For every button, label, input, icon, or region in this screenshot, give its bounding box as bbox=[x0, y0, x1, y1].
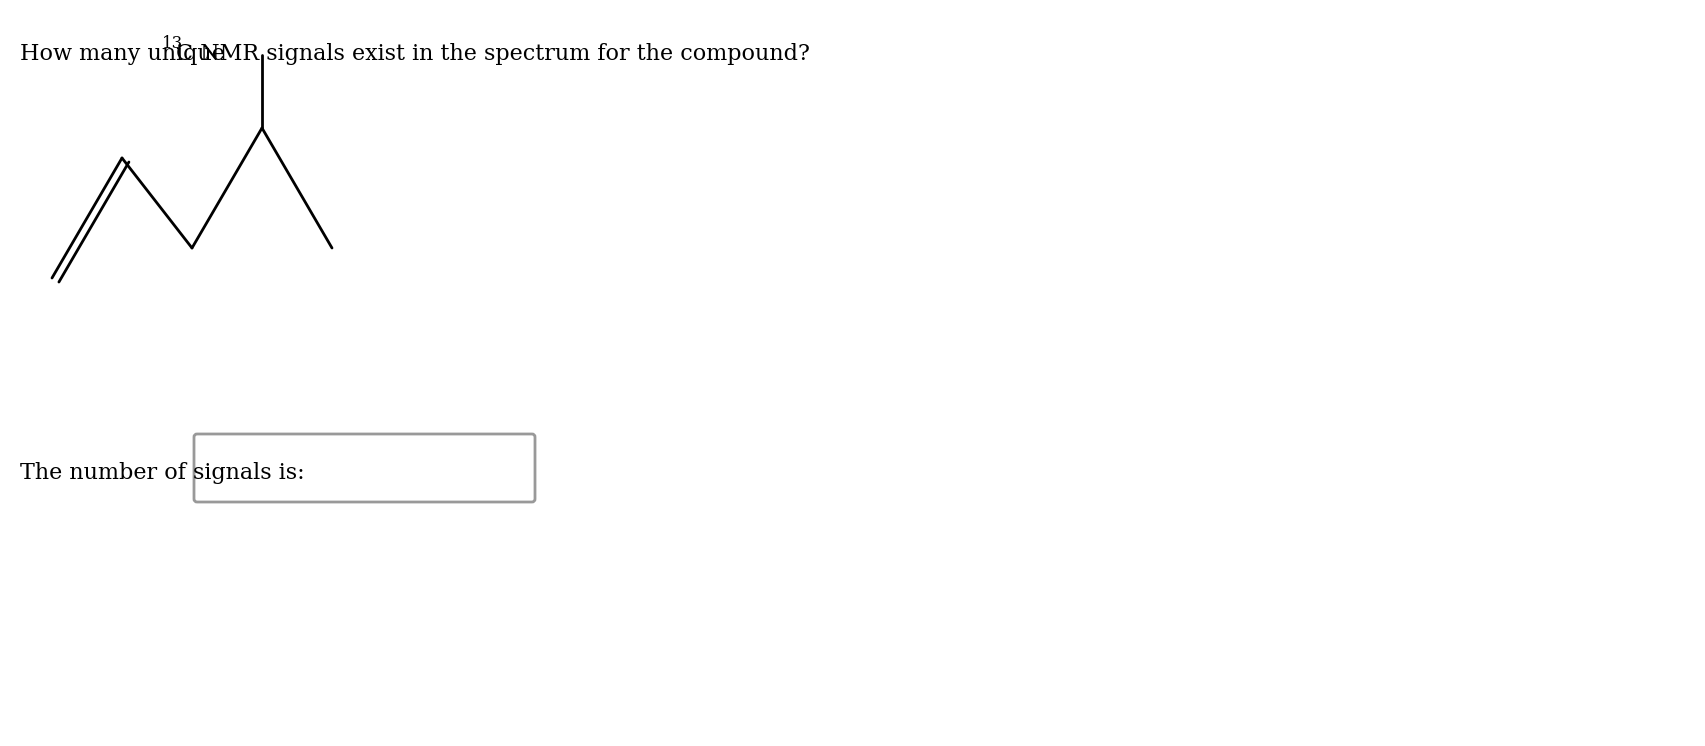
Text: How many unique: How many unique bbox=[20, 43, 232, 65]
Text: C NMR signals exist in the spectrum for the compound?: C NMR signals exist in the spectrum for … bbox=[176, 43, 808, 65]
Text: The number of signals is:: The number of signals is: bbox=[20, 462, 305, 484]
FancyBboxPatch shape bbox=[194, 434, 535, 502]
Text: 13: 13 bbox=[162, 35, 182, 52]
